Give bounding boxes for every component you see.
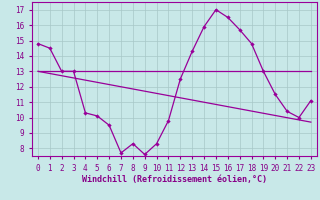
- X-axis label: Windchill (Refroidissement éolien,°C): Windchill (Refroidissement éolien,°C): [82, 175, 267, 184]
